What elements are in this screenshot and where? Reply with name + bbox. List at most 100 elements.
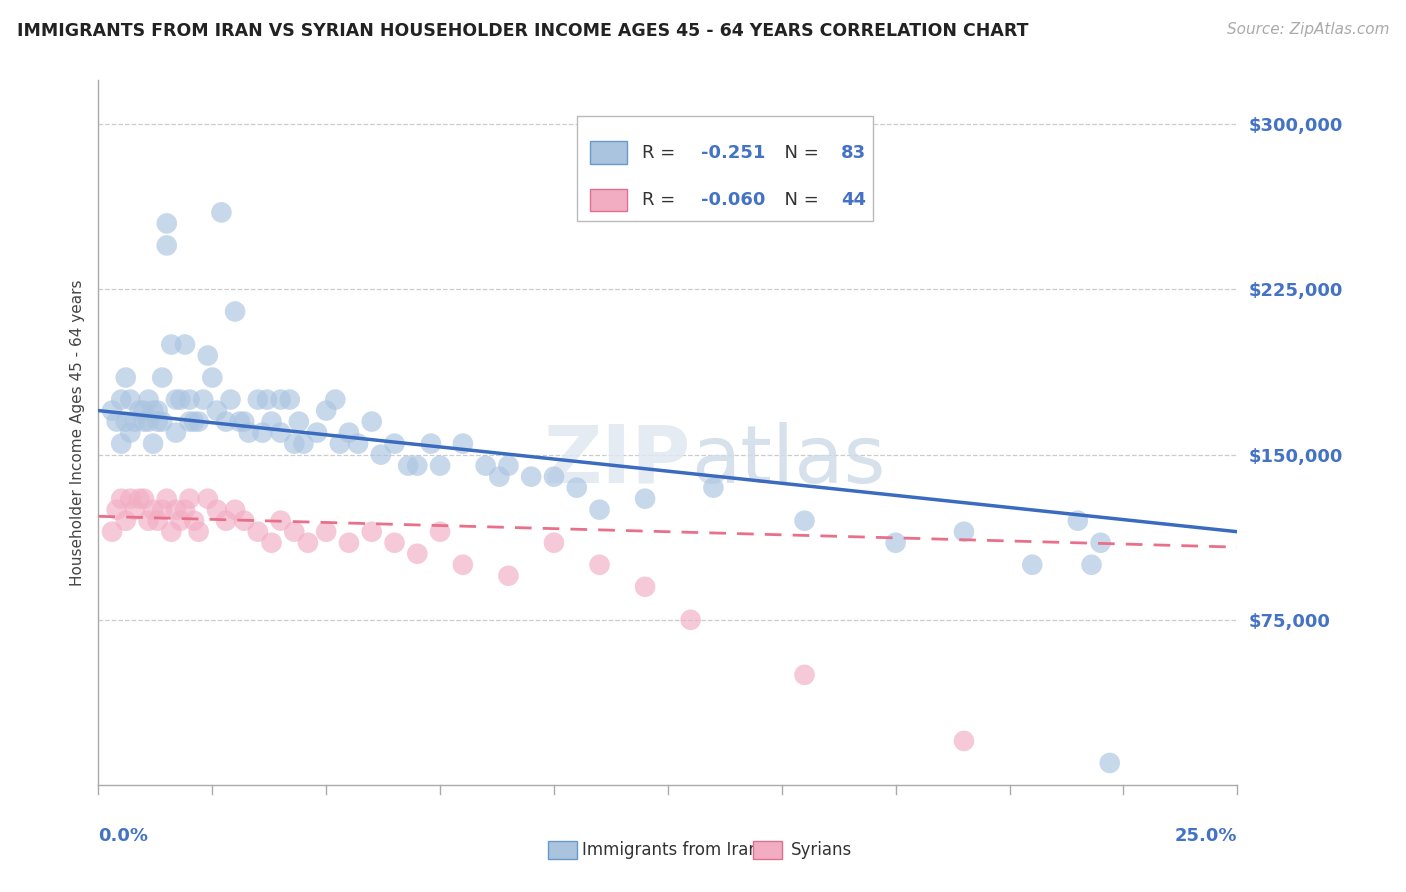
Point — [142, 436, 165, 450]
Point — [329, 436, 352, 450]
Point — [205, 403, 228, 417]
Point — [110, 491, 132, 506]
Point — [187, 524, 209, 539]
Point — [132, 403, 155, 417]
Point — [793, 514, 815, 528]
FancyBboxPatch shape — [548, 841, 576, 859]
Point — [174, 502, 197, 516]
Point — [132, 491, 155, 506]
Point — [451, 558, 474, 572]
Point — [323, 392, 346, 407]
Point — [120, 392, 142, 407]
Point — [315, 524, 337, 539]
Point — [543, 535, 565, 549]
Point — [105, 415, 128, 429]
Point — [679, 613, 702, 627]
Point — [124, 415, 146, 429]
Point — [283, 524, 305, 539]
Point — [156, 238, 179, 252]
Point — [205, 502, 228, 516]
Point — [174, 337, 197, 351]
Point — [142, 502, 165, 516]
Point — [297, 535, 319, 549]
Point — [224, 304, 246, 318]
Text: 0.0%: 0.0% — [98, 827, 149, 846]
Point — [634, 580, 657, 594]
Point — [156, 216, 179, 230]
Point — [420, 436, 443, 450]
Point — [165, 502, 187, 516]
Point — [138, 392, 160, 407]
Point — [165, 425, 187, 440]
Point — [132, 415, 155, 429]
Text: N =: N = — [773, 191, 824, 209]
Point — [110, 436, 132, 450]
Point — [884, 535, 907, 549]
Point — [396, 458, 419, 473]
Point — [105, 502, 128, 516]
Point — [360, 415, 382, 429]
Point — [283, 436, 305, 450]
Y-axis label: Householder Income Ages 45 - 64 years: Householder Income Ages 45 - 64 years — [69, 279, 84, 586]
Point — [474, 458, 496, 473]
Text: -0.251: -0.251 — [700, 144, 765, 161]
Point — [953, 734, 976, 748]
Point — [146, 403, 169, 417]
Point — [288, 415, 311, 429]
Text: R =: R = — [641, 191, 681, 209]
Point — [110, 392, 132, 407]
Point — [246, 392, 269, 407]
Text: N =: N = — [773, 144, 824, 161]
Point — [543, 469, 565, 483]
Point — [588, 502, 610, 516]
Text: 83: 83 — [841, 144, 866, 161]
Point — [146, 415, 169, 429]
Point — [406, 458, 429, 473]
Point — [124, 502, 146, 516]
Point — [1090, 535, 1112, 549]
Point — [370, 448, 392, 462]
Point — [260, 535, 283, 549]
Point — [160, 337, 183, 351]
Point — [488, 469, 510, 483]
Point — [101, 524, 124, 539]
Point — [360, 524, 382, 539]
Point — [197, 349, 219, 363]
Point — [384, 535, 406, 549]
Point — [224, 502, 246, 516]
Point — [150, 502, 173, 516]
Point — [429, 458, 451, 473]
Point — [246, 524, 269, 539]
Text: atlas: atlas — [690, 422, 884, 500]
Point — [138, 415, 160, 429]
Text: 25.0%: 25.0% — [1175, 827, 1237, 846]
Point — [337, 535, 360, 549]
FancyBboxPatch shape — [591, 141, 627, 164]
Text: Source: ZipAtlas.com: Source: ZipAtlas.com — [1226, 22, 1389, 37]
Point — [451, 436, 474, 450]
Point — [150, 370, 173, 384]
Point — [315, 403, 337, 417]
Point — [201, 370, 224, 384]
Point — [384, 436, 406, 450]
Point — [278, 392, 301, 407]
Point — [634, 491, 657, 506]
Point — [565, 481, 588, 495]
Point — [793, 668, 815, 682]
Point — [270, 514, 292, 528]
Point — [179, 392, 201, 407]
Point — [165, 392, 187, 407]
Point — [179, 415, 201, 429]
Point — [197, 491, 219, 506]
Point — [215, 415, 238, 429]
Point — [238, 425, 260, 440]
Point — [138, 514, 160, 528]
Point — [193, 392, 215, 407]
Point — [219, 392, 242, 407]
Point — [183, 514, 205, 528]
Point — [498, 568, 520, 582]
Point — [160, 524, 183, 539]
Point — [233, 514, 256, 528]
Point — [146, 514, 169, 528]
Point — [187, 415, 209, 429]
